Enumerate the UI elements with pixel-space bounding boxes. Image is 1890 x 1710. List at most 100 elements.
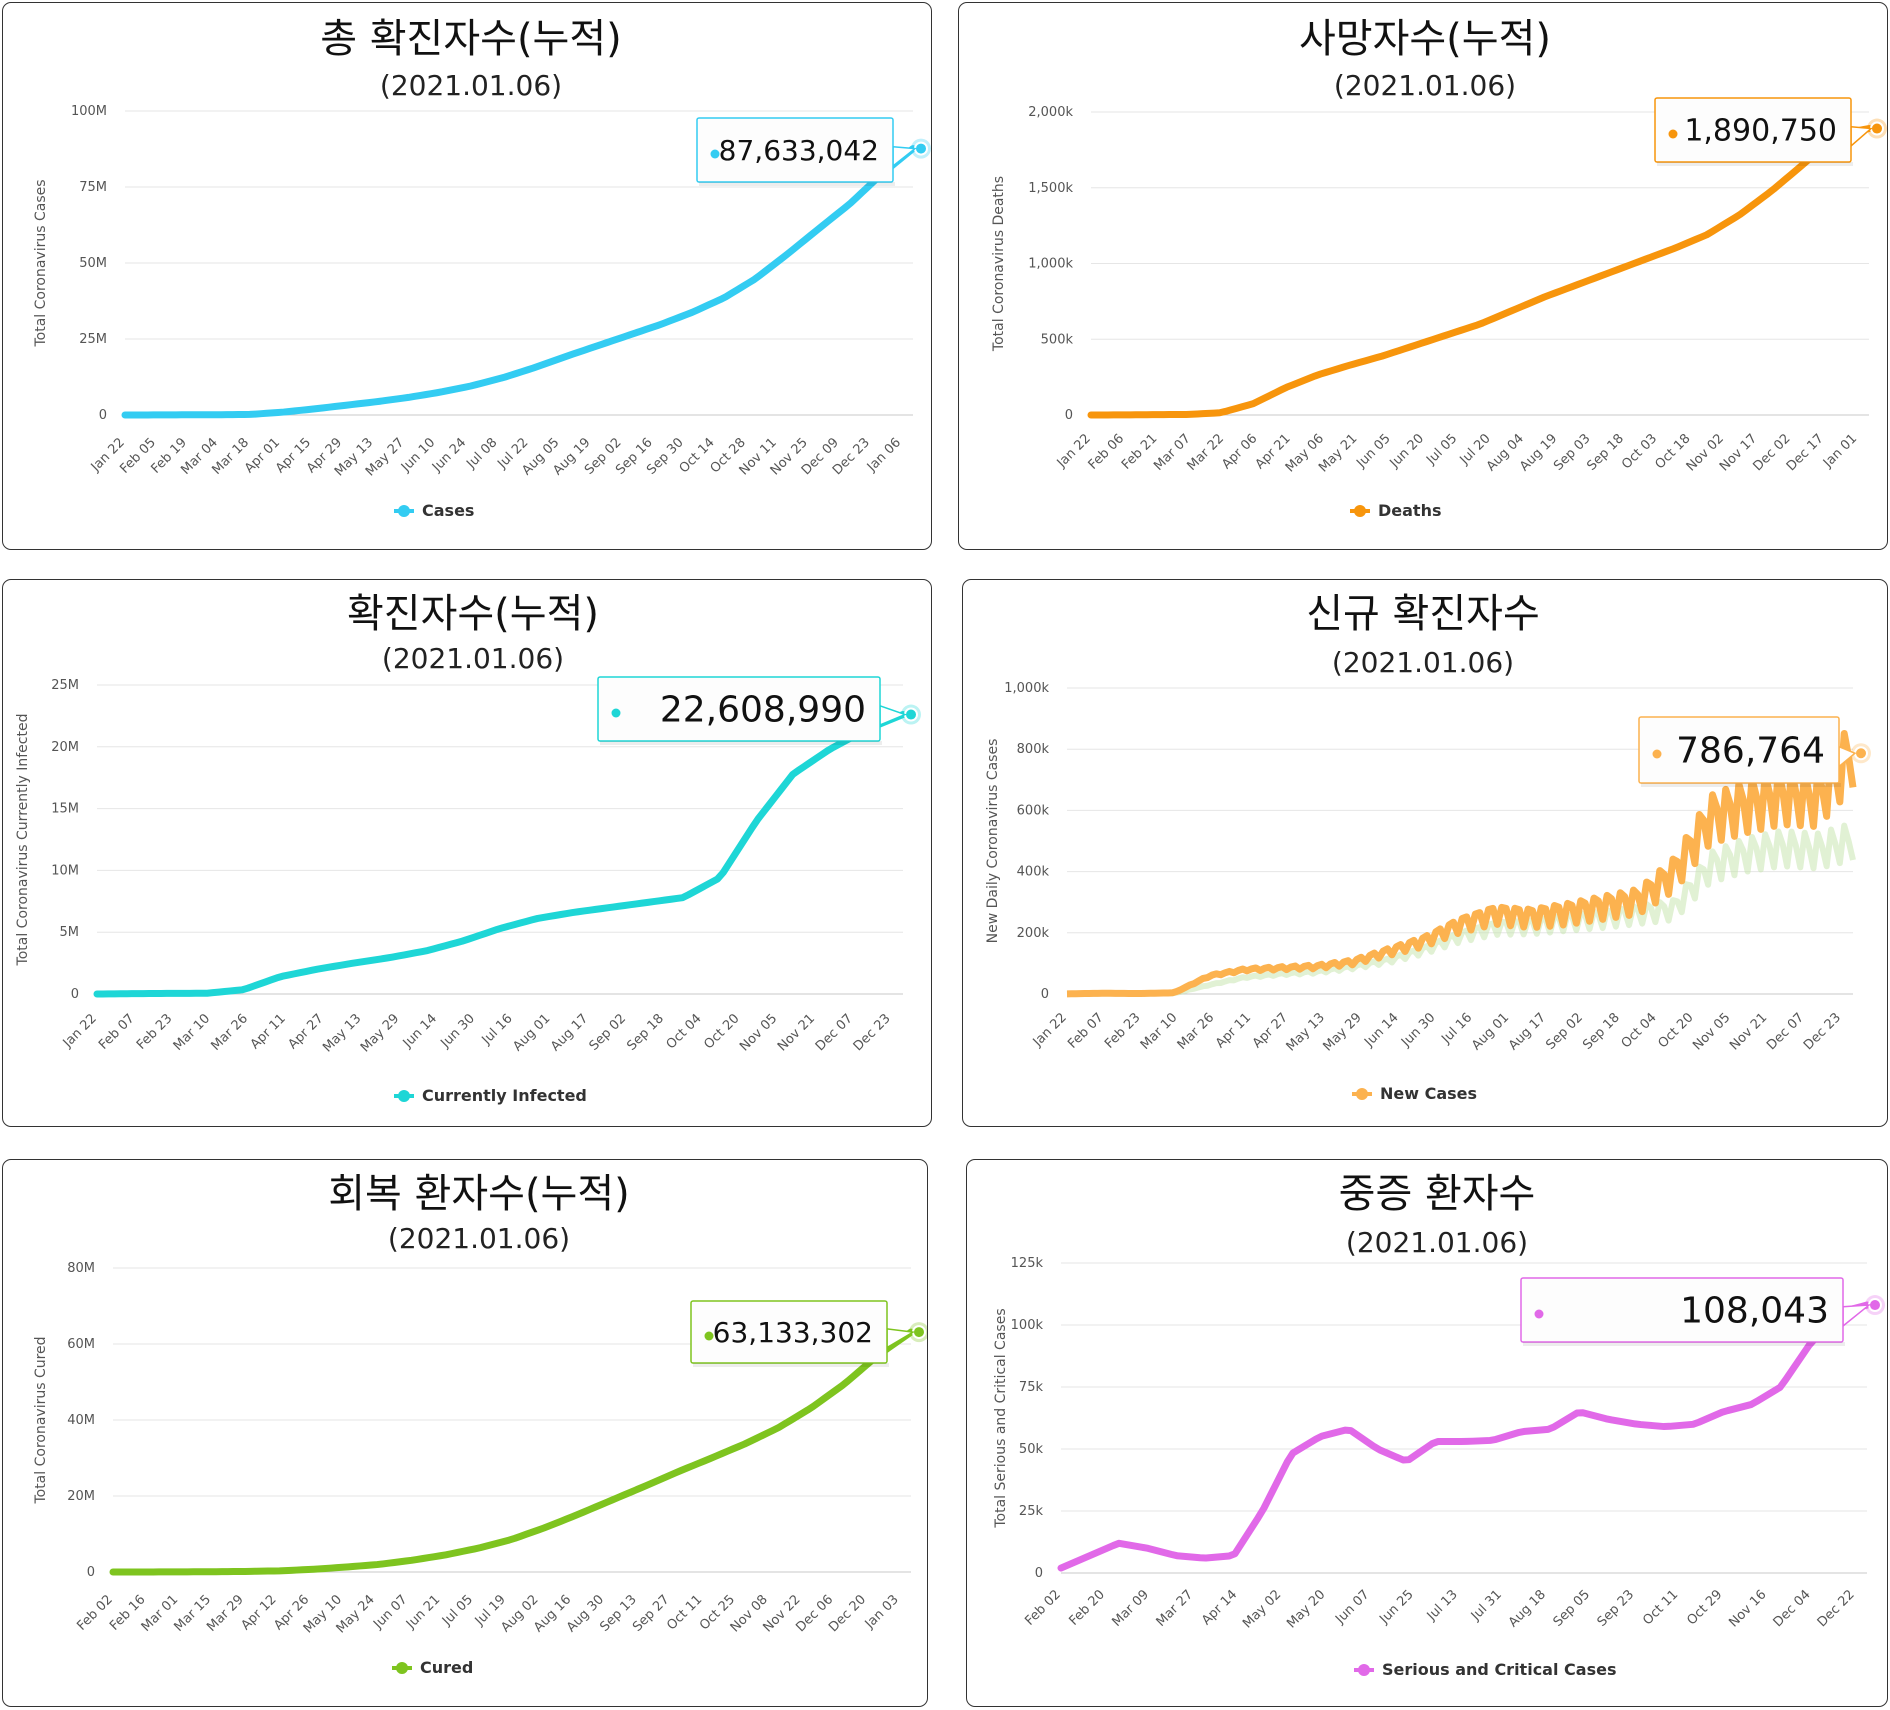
x-tick-label: Jun 30 xyxy=(438,1011,478,1051)
legend[interactable]: Cases xyxy=(394,501,474,520)
y-tick-label: 125k xyxy=(1011,1256,1044,1271)
x-tick-label: Jul 31 xyxy=(1468,1587,1505,1624)
x-tick-label: Dec 23 xyxy=(1801,1010,1844,1053)
tooltip-pointer xyxy=(1842,1304,1872,1328)
x-tick-label: Jun 24 xyxy=(429,435,469,475)
x-tick-label: Jun 10 xyxy=(398,435,438,475)
x-tick-label: Jul 08 xyxy=(463,435,500,472)
tooltip-shadow xyxy=(693,1363,889,1367)
end-marker[interactable] xyxy=(914,141,928,156)
x-tick-label: May 29 xyxy=(1321,1010,1365,1054)
y-tick-label: 800k xyxy=(1017,742,1050,757)
tooltip-pointer xyxy=(886,1328,916,1349)
y-tick-label: 10M xyxy=(51,863,79,878)
legend[interactable]: Currently Infected xyxy=(394,1086,587,1105)
x-tick-label: Nov 21 xyxy=(775,1011,818,1054)
tooltip-shadow xyxy=(1641,783,1841,787)
x-tick-label: Oct 11 xyxy=(1640,1587,1681,1628)
tooltip-pointer xyxy=(1850,125,1873,148)
x-tick-label: Aug 19 xyxy=(1517,431,1560,474)
x-tick-label: Dec 23 xyxy=(851,1011,894,1054)
x-tick-label: Aug 17 xyxy=(1506,1010,1549,1053)
legend-label: New Cases xyxy=(1380,1084,1477,1103)
tooltip-box xyxy=(597,676,881,742)
x-tick-label: Sep 05 xyxy=(1551,1587,1594,1630)
x-tick-label: Jun 21 xyxy=(403,1592,443,1632)
chart-subtitle: (2021.01.06) xyxy=(1334,69,1516,102)
y-axis-label: Total Coronavirus Deaths xyxy=(991,176,1007,352)
x-tick-label: Dec 07 xyxy=(813,1011,856,1054)
x-tick-label: Jul 05 xyxy=(1423,431,1460,468)
x-tick-label: Apr 06 xyxy=(1219,431,1260,472)
x-tick-label: Mar 09 xyxy=(1109,1587,1152,1630)
series-line xyxy=(1087,125,1873,419)
tooltip-box xyxy=(690,1300,888,1364)
legend-swatch-dot xyxy=(1354,505,1366,517)
chart-svg: 중증 환자수 (2021.01.06) 0 25k 50k 75k 100k 125k Tota… xyxy=(993,1171,1885,1679)
x-tick-label: Jun 30 xyxy=(1398,1010,1438,1050)
x-tick-label: Jan 01 xyxy=(1820,431,1860,471)
tooltip-dot xyxy=(1668,129,1678,139)
x-tick-label: May 13 xyxy=(320,1011,364,1055)
tooltip-shadow xyxy=(1523,1342,1845,1346)
legend-swatch-dot xyxy=(398,1090,410,1102)
x-tick-label: Jun 25 xyxy=(1376,1587,1416,1627)
chart-title: 사망자수(누적) xyxy=(1299,16,1551,62)
end-marker[interactable] xyxy=(912,1325,926,1340)
x-tick-label: Feb 07 xyxy=(1065,1010,1107,1052)
x-tick-label: Jun 14 xyxy=(1361,1010,1401,1050)
chart-svg: 총 확진자수(누적) (2021.01.06) 0 25M 50M 75M 100M Tota… xyxy=(33,16,931,520)
legend-label: Cases xyxy=(422,501,474,520)
legend-label: Serious and Critical Cases xyxy=(1382,1660,1616,1679)
x-tick-label: Feb 02 xyxy=(74,1592,116,1634)
y-tick-label: 0 xyxy=(1035,1566,1043,1581)
tooltip-value: 1,890,750 xyxy=(1684,114,1837,149)
legend-swatch-dot xyxy=(398,505,410,517)
series-line xyxy=(1057,1301,1871,1572)
x-tick-label: Dec 22 xyxy=(1815,1587,1858,1630)
series-line xyxy=(109,1328,915,1576)
y-tick-label: 400k xyxy=(1017,865,1050,880)
x-tick-label: Sep 27 xyxy=(630,1592,673,1635)
legend[interactable]: New Cases xyxy=(1352,1084,1477,1103)
tooltip-pointer xyxy=(892,145,917,168)
x-tick-label: Nov 05 xyxy=(737,1011,780,1054)
y-tick-label: 100k xyxy=(1011,1318,1044,1333)
tooltip-shadow xyxy=(699,182,895,186)
y-tick-label: 20M xyxy=(67,1489,95,1504)
x-tick-label: Oct 20 xyxy=(1655,1010,1696,1051)
x-tick-label: May 13 xyxy=(1284,1010,1328,1054)
legend[interactable]: Cured xyxy=(392,1658,473,1677)
chart-title: 확진자수(누적) xyxy=(347,591,599,637)
x-tick-label: May 29 xyxy=(358,1011,402,1055)
tooltip-value: 63,133,302 xyxy=(713,1316,873,1349)
x-tick-label: Dec 04 xyxy=(1771,1587,1814,1630)
tooltip-dot xyxy=(1534,1309,1544,1319)
x-tick-label: Sep 18 xyxy=(1584,431,1627,474)
end-marker[interactable] xyxy=(1870,121,1884,136)
chart-serious-critical: 중증 환자수 (2021.01.06) 0 25k 50k 75k 100k 125k Tota… xyxy=(966,1159,1888,1707)
chart-subtitle: (2021.01.06) xyxy=(1346,1226,1528,1259)
x-tick-label: Mar 10 xyxy=(1138,1010,1181,1053)
y-tick-label: 0 xyxy=(1065,408,1073,423)
legend-swatch-dot xyxy=(1356,1088,1368,1100)
end-marker[interactable] xyxy=(1854,746,1868,761)
series-line xyxy=(121,145,917,419)
legend[interactable]: Serious and Critical Cases xyxy=(1354,1660,1616,1679)
y-axis-label: Total Coronavirus Cases xyxy=(33,179,49,347)
chart-subtitle: (2021.01.06) xyxy=(388,1222,570,1255)
y-tick-label: 1,000k xyxy=(1004,681,1049,696)
x-tick-label: Aug 01 xyxy=(510,1011,553,1054)
x-tick-label: Sep 02 xyxy=(1543,1010,1586,1053)
y-tick-label: 60M xyxy=(67,1337,95,1352)
legend[interactable]: Deaths xyxy=(1350,501,1442,520)
tooltip-shadow xyxy=(1657,162,1853,166)
end-marker[interactable] xyxy=(1868,1298,1882,1313)
tooltip-box xyxy=(1654,97,1852,163)
x-tick-label: Mar 26 xyxy=(208,1011,251,1054)
y-axis-label: Total Coronavirus Cured xyxy=(33,1336,49,1504)
x-tick-label: Sep 02 xyxy=(587,1011,630,1054)
x-tick-label: Oct 04 xyxy=(664,1011,705,1052)
series-line-secondary xyxy=(1066,822,1856,997)
x-tick-label: Aug 18 xyxy=(1506,1587,1549,1630)
